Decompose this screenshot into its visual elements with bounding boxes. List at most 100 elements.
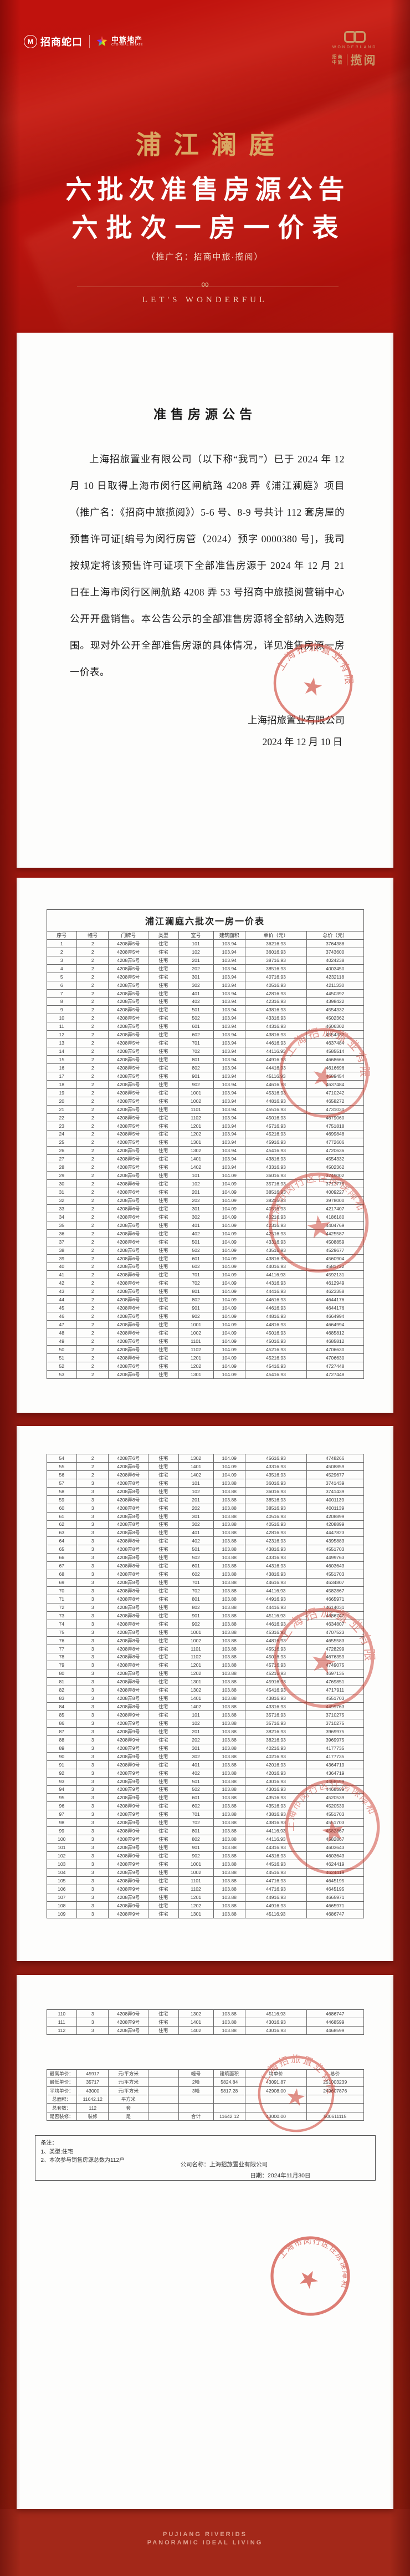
table-row: 41 2 4208弄6号 住宅 701 104.09 44116.93 4592131: [47, 1271, 364, 1280]
table-cell: 4468599: [306, 2018, 364, 2027]
table-row: 51 2 4208弄6号 住宅 1201 104.09 45216.93 4706630: [47, 1353, 364, 1362]
table-cell: 43316.93: [245, 1462, 307, 1471]
table-cell: 1002: [178, 1097, 214, 1106]
table-cell: [148, 2104, 179, 2112]
table-cell: 74: [47, 1620, 78, 1628]
table-cell: 住宅: [148, 1835, 179, 1844]
table-cell: 住宅: [148, 2010, 179, 2018]
table-cell: 4508859: [306, 1462, 364, 1471]
table-cell: 4637484: [306, 1080, 364, 1089]
table-cell: 45716.93: [245, 1122, 307, 1131]
table-cell: 104.09: [213, 1197, 245, 1205]
table-cell: 4208弄5号: [109, 1088, 148, 1097]
table-cell: 43816.93: [245, 1545, 307, 1554]
table-cell: 25: [47, 1138, 78, 1147]
table-cell: 1401: [178, 1462, 214, 1471]
table-row: 13 2 4208弄5号 住宅 701 103.94 44616.93 4637484: [47, 1039, 364, 1048]
table-cell: 75: [47, 1628, 78, 1637]
table-cell: 4001139: [306, 1504, 364, 1513]
table-cell: 10: [47, 1014, 78, 1023]
table-cell: 住宅: [148, 2018, 179, 2027]
table-cell: 4208弄9号: [109, 1885, 148, 1893]
table-cell: 301: [178, 1744, 214, 1753]
table-cell: 5824.84: [213, 2078, 245, 2087]
price-table-page-3: 110 3 4208弄9号 住宅 1302 103.88 45116.93 4686747 11…: [17, 1975, 393, 2509]
cmsk-logo-name: 招商蛇口: [40, 37, 83, 48]
table-cell: 87: [47, 1727, 78, 1736]
table-row: 4 2 4208弄5号 住宅 202 103.94 38516.93 4003450: [47, 964, 364, 973]
table-cell: 103.88: [213, 1554, 245, 1562]
table-cell: 4645195: [306, 1876, 364, 1885]
table-cell: 4551703: [306, 1545, 364, 1554]
table-cell: 103.88: [213, 1611, 245, 1620]
table-cell: 45116.93: [245, 1910, 307, 1918]
table-row: 103 3 4208弄9号 住宅 1001 103.88 44516.93 4624419: [47, 1860, 364, 1869]
table-cell: 50: [47, 1345, 78, 1354]
table-cell: 住宅: [148, 1579, 179, 1587]
table-cell: 住宅: [148, 2026, 179, 2035]
table-cell: 4623358: [306, 1287, 364, 1296]
table-cell: 55: [47, 1462, 78, 1471]
table-cell: 103.94: [213, 948, 245, 956]
table-cell: 44116.93: [245, 1271, 307, 1280]
table-cell: 36216.93: [245, 939, 307, 948]
table-cell: 住宅: [148, 989, 179, 998]
table-cell: 4186180: [306, 1213, 364, 1221]
table-cell: 2: [77, 1329, 109, 1337]
table-cell: 401: [178, 1221, 214, 1230]
table-cell: 44616.93: [245, 1039, 307, 1048]
hero-ornament-icon: ∞: [201, 278, 209, 291]
table-row: 109 3 4208弄9号 住宅 1301 103.88 45116.93 4686747: [47, 1910, 364, 1918]
table-cell: 1402: [178, 1470, 214, 1479]
table-row: 总面积： 11642.12 平方米: [47, 2095, 364, 2104]
table-cell: 4208弄5号: [109, 1014, 148, 1023]
table-cell: 4208弄6号: [109, 1188, 148, 1197]
summary-table: 最高单价： 45917 元/平方米 幢号 建筑面积 均单价 总价 最低单价： 35717 元/平方…: [46, 2069, 364, 2121]
company-seal-stamp: 上海招旅置业有限公司 ★: [251, 2049, 341, 2132]
table-row: 15 2 4208弄5号 住宅 801 103.94 44916.93 4668666: [47, 1056, 364, 1064]
table-cell: 104.09: [213, 1213, 245, 1221]
ctg-logo-name: 中旅地产: [111, 35, 143, 44]
summary-table-rows: 最高单价： 45917 元/平方米 幢号 建筑面积 均单价 总价 最低单价： 35717 元/平方…: [47, 2069, 364, 2121]
table-row: 73 3 4208弄8号 住宅 901 103.88 45116.93 4686747: [47, 1611, 364, 1620]
table-cell: 102: [178, 1487, 214, 1496]
table-cell: 4208弄6号: [109, 1221, 148, 1230]
table-row: 45 2 4208弄6号 住宅 901 104.09 44616.93 4644176: [47, 1304, 364, 1313]
table-cell: 4208弄9号: [109, 1910, 148, 1918]
table-row: 68 3 4208弄8号 住宅 602 103.88 43816.93 4551703: [47, 1570, 364, 1579]
table-cell: 1101: [178, 1105, 214, 1114]
table-cell: 3: [77, 1901, 109, 1910]
table-cell: 4624419: [306, 1860, 364, 1869]
table-cell: 4208弄5号: [109, 939, 148, 948]
table-cell: 101: [178, 1479, 214, 1488]
table-cell: 38516.93: [245, 1504, 307, 1513]
table-row: 16 2 4208弄5号 住宅 802 103.94 44416.93 4616696: [47, 1064, 364, 1072]
table-cell: 18: [47, 1080, 78, 1089]
price-table-header-row: 序号 幢号 门牌号 类型 室号 建筑面积 单价（元） 总价（元）: [47, 931, 364, 940]
table-cell: 4468599: [306, 2026, 364, 2035]
table-cell: 95: [47, 1794, 78, 1803]
table-cell: 44316.93: [245, 1852, 307, 1860]
table-cell: 总价: [306, 2069, 364, 2079]
table-cell: 63: [47, 1529, 78, 1538]
table-cell: 2: [77, 997, 109, 1006]
table-cell: 4208弄6号: [109, 1462, 148, 1471]
table-cell: 3: [77, 1835, 109, 1844]
table-cell: 43091.87: [245, 2078, 307, 2087]
table-cell: 8: [47, 997, 78, 1006]
table-cell: 201: [178, 956, 214, 965]
table-cell: 17: [47, 1072, 78, 1081]
table-cell: 103.94: [213, 1047, 245, 1056]
table-cell: 住宅: [148, 1304, 179, 1313]
table-cell: 102: [178, 948, 214, 956]
table-cell: 27: [47, 1155, 78, 1164]
table-cell: [245, 2095, 307, 2104]
table-cell: 801: [178, 1827, 214, 1836]
table-cell: 45016.93: [245, 1113, 307, 1122]
table-cell: 2: [77, 1130, 109, 1139]
table-cell: 4208弄8号: [109, 1636, 148, 1645]
table-cell: 72: [47, 1603, 78, 1612]
notes-company: 公司名称：上海招旅置业有限公司: [180, 2161, 268, 2168]
price-table-continued: 54 2 4208弄6号 住宅 1302 104.09 45616.93 4748266 55 2…: [46, 1454, 364, 1918]
table-row: 69 3 4208弄8号 住宅 701 103.88 44616.93 4634807: [47, 1579, 364, 1587]
